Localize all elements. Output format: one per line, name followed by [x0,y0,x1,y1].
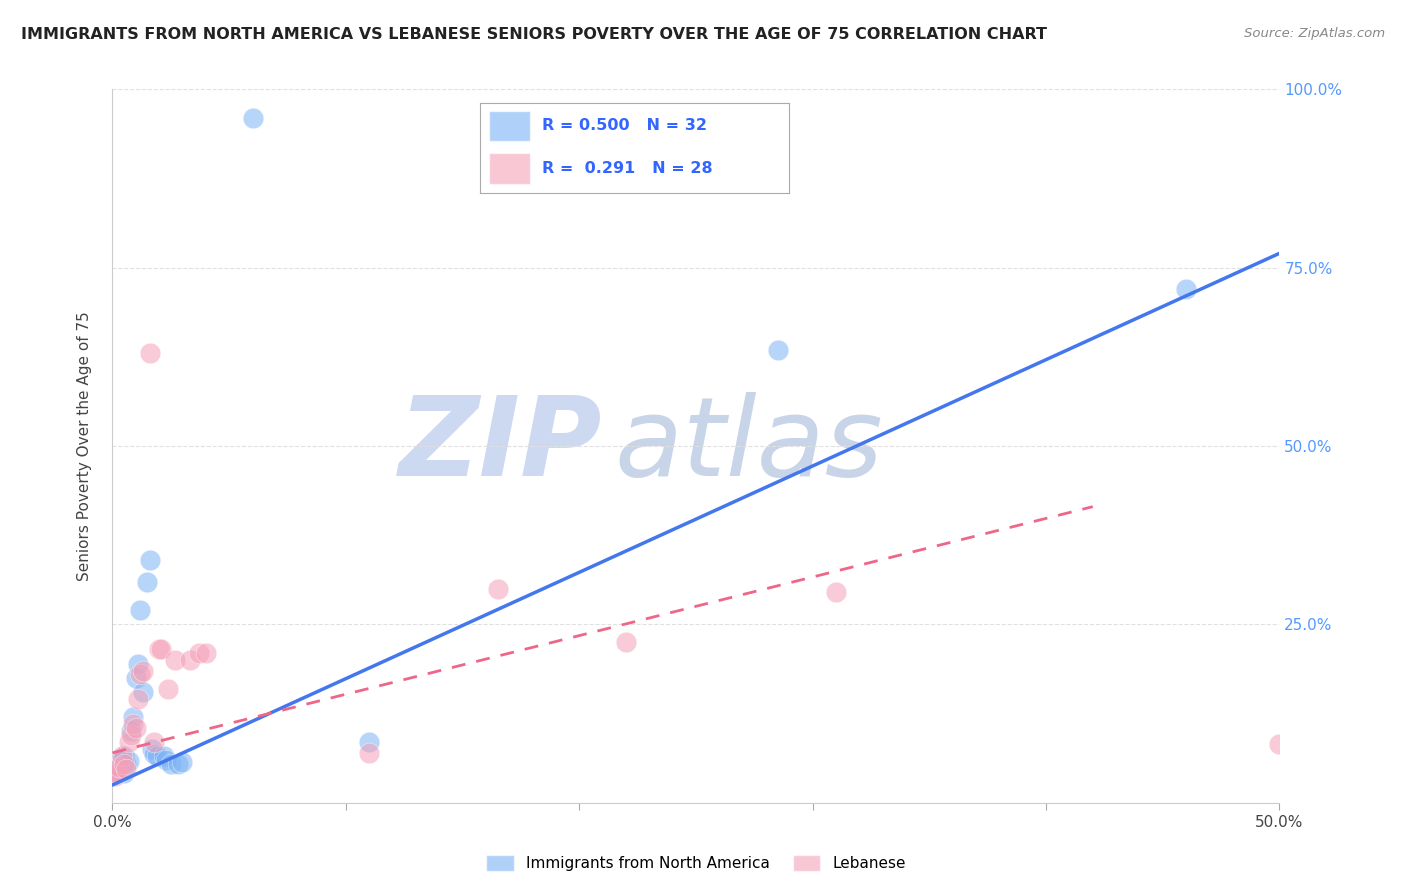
Point [122,717,145,731]
Point [136,574,159,589]
Point [141,742,163,756]
Point [125,671,148,685]
Point [105,756,128,771]
Point [111,753,134,767]
Point [160,756,183,771]
Point [127,657,149,671]
Point [111,755,134,769]
Point [139,553,162,567]
Point [766,343,789,357]
Point [120,728,142,742]
Point [148,642,170,657]
Point [112,756,135,771]
Point [359,746,381,760]
Point [112,749,135,764]
Point [120,724,142,739]
Point [129,667,152,681]
Legend: Immigrants from North America, Lebanese: Immigrants from North America, Lebanese [479,849,912,877]
Point [132,664,155,678]
Point [194,646,217,660]
Text: Source: ZipAtlas.com: Source: ZipAtlas.com [1244,27,1385,40]
Point [122,710,145,724]
Point [166,756,188,771]
Point [108,762,131,776]
Point [127,692,149,706]
Point [104,760,127,774]
Point [179,653,201,667]
Point [1175,282,1198,296]
Text: ZIP: ZIP [399,392,603,500]
Point [155,753,177,767]
Point [1268,737,1291,751]
Point [104,764,127,778]
Point [157,681,180,696]
Point [129,603,152,617]
Text: atlas: atlas [614,392,883,500]
Point [105,765,128,780]
Point [115,762,138,776]
Point [111,749,134,764]
Point [359,735,381,749]
Point [104,769,127,783]
Point [132,685,155,699]
Y-axis label: Seniors Poverty Over the Age of 75: Seniors Poverty Over the Age of 75 [77,311,91,581]
Point [115,756,138,771]
Point [146,749,169,764]
Point [105,764,128,778]
Point [125,721,148,735]
Point [825,585,848,599]
Point [242,111,264,125]
Point [112,765,135,780]
Point [118,755,141,769]
Point [108,758,131,772]
Point [153,749,176,764]
Point [143,747,166,762]
Point [614,635,637,649]
Point [187,646,209,660]
Point [150,642,173,657]
Point [486,582,509,596]
Point [104,767,127,781]
Text: IMMIGRANTS FROM NORTH AMERICA VS LEBANESE SENIORS POVERTY OVER THE AGE OF 75 COR: IMMIGRANTS FROM NORTH AMERICA VS LEBANES… [21,27,1047,42]
Point [172,755,194,769]
Point [118,735,141,749]
Point [165,653,187,667]
Point [108,760,131,774]
Point [139,346,162,360]
Point [143,735,166,749]
